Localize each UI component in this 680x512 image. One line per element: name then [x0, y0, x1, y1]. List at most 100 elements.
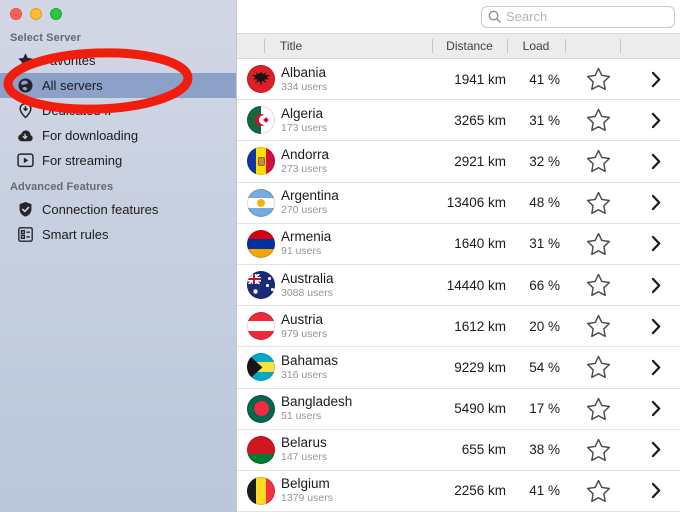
chevron-right-icon[interactable] [626, 441, 680, 458]
bahamas-flag [247, 353, 275, 382]
sidebar-item-favorites[interactable]: Favorites [0, 48, 236, 73]
server-distance: 1640 km [454, 236, 506, 252]
chevron-right-icon[interactable] [626, 153, 680, 170]
server-distance: 1612 km [454, 318, 506, 334]
sidebar-item-smart-rules[interactable]: Smart rules [0, 222, 236, 247]
server-row-belarus[interactable]: Belarus 147 users 655 km 38 % [237, 429, 680, 471]
algeria-flag [247, 106, 275, 135]
sidebar-item-label: For downloading [42, 128, 139, 143]
chevron-right-icon[interactable] [626, 235, 680, 252]
server-row-andorra[interactable]: Andorra 273 users 2921 km 32 % [237, 141, 680, 183]
search-input[interactable] [506, 9, 668, 24]
server-users: 979 users [281, 327, 328, 340]
server-users: 334 users [281, 80, 328, 93]
server-list[interactable]: Albania 334 users 1941 km 41 % Algeria 173 us… [237, 59, 680, 512]
server-title: Algeria [281, 105, 324, 121]
toolbar [237, 0, 680, 33]
belgium-flag [247, 476, 275, 505]
server-distance: 14440 km [446, 277, 506, 293]
server-row-australia[interactable]: Australia 3088 users 14440 km 66 % [237, 264, 680, 307]
favorite-star-button[interactable] [571, 314, 626, 338]
sun-emblem [257, 198, 265, 207]
server-row-bangladesh[interactable]: Bangladesh 51 users 5490 km 17 % [237, 388, 680, 430]
server-users: 273 users [281, 162, 328, 175]
window-controls [0, 0, 236, 24]
chevron-right-icon[interactable] [626, 359, 680, 376]
server-row-austria[interactable]: Austria 979 users 1612 km 20 % [237, 306, 680, 348]
server-users: 316 users [281, 368, 328, 381]
bangladesh-flag [247, 394, 275, 423]
favorite-star-button[interactable] [571, 149, 626, 173]
chevron-right-icon[interactable] [626, 112, 680, 129]
search-field[interactable] [481, 5, 675, 28]
server-users: 147 users [281, 451, 328, 464]
zoom-button[interactable] [50, 8, 62, 20]
column-header-flag [237, 34, 264, 58]
chevron-right-icon[interactable] [626, 482, 680, 499]
server-title-block: Belarus 147 users [281, 435, 438, 464]
chevron-right-icon[interactable] [626, 277, 680, 294]
column-header-load[interactable]: Load [507, 34, 565, 58]
argentina-flag [247, 188, 275, 217]
sidebar-item-connection-features[interactable]: Connection features [0, 197, 236, 222]
sidebar-item-dedicated-ip[interactable]: Dedicated IP [0, 98, 236, 123]
sidebar-item-for-streaming[interactable]: For streaming [0, 148, 236, 173]
server-title-block: Armenia 91 users [281, 229, 438, 258]
column-header-title[interactable]: Title [264, 34, 432, 58]
server-title: Belgium [281, 476, 330, 492]
sidebar-item-label: All servers [42, 78, 103, 93]
server-load: 38 % [529, 442, 560, 458]
crest-emblem [257, 157, 265, 167]
favorite-star-button[interactable] [571, 438, 626, 462]
chevron-right-icon[interactable] [626, 318, 680, 335]
server-row-belgium[interactable]: Belgium 1379 users 2256 km 41 % [237, 470, 680, 512]
server-title-block: Argentina 270 users [281, 188, 438, 217]
sidebar-item-all-servers[interactable]: All servers [0, 73, 236, 98]
stars-emblem [268, 277, 271, 280]
disc-emblem [254, 401, 269, 417]
star-icon [16, 52, 34, 70]
favorite-star-button[interactable] [571, 108, 626, 132]
server-distance: 13406 km [446, 195, 506, 211]
favorite-star-button[interactable] [571, 67, 626, 91]
chevron-right-icon[interactable] [626, 71, 680, 88]
server-row-bahamas[interactable]: Bahamas 316 users 9229 km 54 % [237, 347, 680, 389]
server-title: Armenia [281, 229, 332, 245]
server-row-argentina[interactable]: Argentina 270 users 13406 km 48 % [237, 182, 680, 224]
server-users: 173 users [281, 121, 328, 134]
server-distance: 2921 km [454, 153, 506, 169]
chevron-right-icon[interactable] [626, 194, 680, 211]
sidebar-item-for-downloading[interactable]: For downloading [0, 123, 236, 148]
favorite-star-button[interactable] [571, 355, 626, 379]
sidebar-item-label: Dedicated IP [42, 103, 117, 118]
armenia-flag [247, 229, 275, 258]
favorite-star-button[interactable] [571, 191, 626, 215]
favorite-star-button[interactable] [571, 397, 626, 421]
server-title: Argentina [281, 188, 339, 204]
section-header: Select Server [10, 32, 82, 44]
server-title-block: Bangladesh 51 users [281, 394, 438, 423]
server-load: 17 % [529, 401, 560, 417]
column-header-open [620, 34, 680, 58]
chevron-right-icon[interactable] [626, 400, 680, 417]
server-row-algeria[interactable]: Algeria 173 users 3265 km 31 % [237, 100, 680, 142]
sidebar-item-label: For streaming [42, 153, 123, 168]
server-title: Albania [281, 64, 327, 80]
server-distance: 3265 km [454, 112, 506, 128]
server-users: 270 users [281, 204, 328, 217]
sidebar: Select Server Favorites All servers Dedicat… [0, 0, 236, 512]
favorite-star-button[interactable] [571, 479, 626, 503]
server-title-block: Australia 3088 users [281, 271, 438, 300]
server-row-armenia[interactable]: Armenia 91 users 1640 km 31 % [237, 223, 680, 265]
server-load: 66 % [529, 277, 560, 293]
column-header-distance[interactable]: Distance [432, 34, 507, 58]
favorite-star-button[interactable] [571, 232, 626, 256]
server-load: 31 % [529, 236, 560, 252]
favorite-star-button[interactable] [571, 273, 626, 297]
server-users: 51 users [281, 410, 322, 423]
close-button[interactable] [10, 8, 22, 20]
minimize-button[interactable] [30, 8, 42, 20]
server-title: Andorra [281, 146, 330, 162]
section-header: Advanced Features [10, 181, 114, 193]
server-row-albania[interactable]: Albania 334 users 1941 km 41 % [237, 59, 680, 101]
